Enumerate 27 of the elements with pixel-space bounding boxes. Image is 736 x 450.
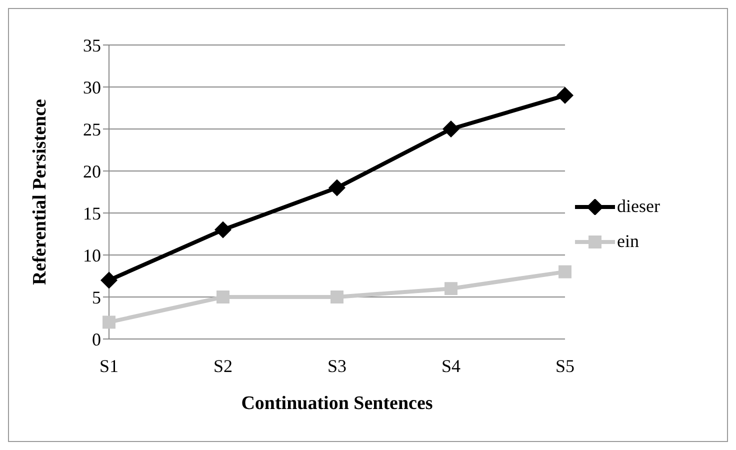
y-tick-label: 15: [83, 203, 101, 224]
x-tick-label: S2: [213, 356, 233, 376]
y-tick-label: 30: [83, 77, 101, 98]
point: [328, 180, 346, 196]
point: [102, 316, 116, 329]
point: [442, 120, 460, 138]
x-tick-label: S5: [555, 356, 575, 376]
x-axis-title: Continuation Sentences: [241, 393, 433, 414]
y-tick-label: 0: [92, 329, 101, 350]
y-tick-label: 5: [92, 287, 101, 308]
point: [330, 290, 344, 304]
legend-label: ein: [617, 231, 639, 252]
y-tick-label: 25: [83, 119, 101, 140]
y-tick-label: 10: [83, 245, 101, 266]
x-tick-label: S1: [99, 356, 119, 376]
point: [214, 222, 232, 238]
point: [556, 87, 574, 104]
x-tick-label: S3: [327, 356, 347, 376]
y-axis-title: Referential Persistence: [30, 99, 51, 285]
y-tick-label: 35: [83, 35, 101, 56]
point: [100, 272, 118, 288]
point: [216, 290, 230, 304]
point: [444, 282, 458, 296]
y-tick-label: 20: [83, 161, 101, 182]
legend-label: dieser: [617, 196, 660, 217]
point: [558, 265, 572, 278]
x-tick-label: S4: [441, 356, 461, 376]
